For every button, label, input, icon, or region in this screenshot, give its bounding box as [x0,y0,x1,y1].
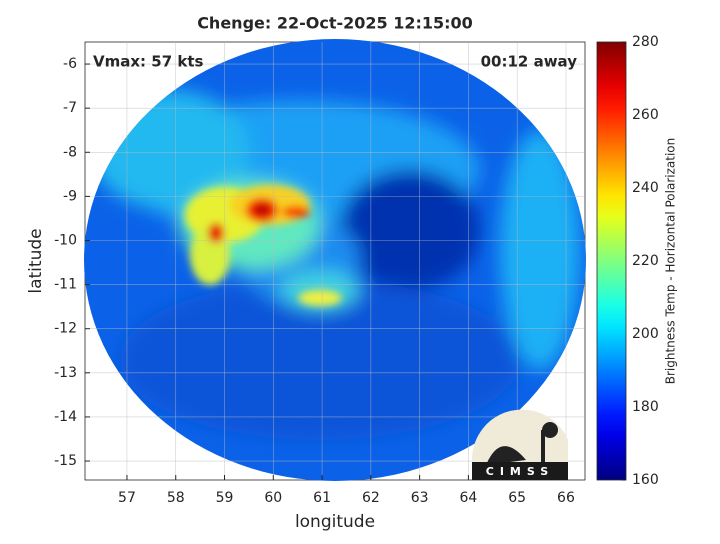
y-axis-label: latitude [26,228,46,293]
y-tick-label: -15 [54,453,77,469]
y-tick-label: -11 [54,277,77,293]
chart-title: Chenge: 22-Oct-2025 12:15:00 [197,14,473,33]
x-tick-label: 61 [313,490,331,506]
colorbar [596,41,627,481]
y-tick-label: -6 [63,56,77,72]
colorbar-tick-label: 220 [632,253,659,269]
y-tick-label: -12 [54,321,77,337]
x-axis-label: longitude [295,512,375,532]
colorbar-tick-label: 280 [632,34,659,50]
x-tick-label: 62 [362,490,380,506]
x-tick-label: 57 [118,490,136,506]
colorbar-tick-label: 180 [632,399,659,415]
colorbar-tick-label: 160 [632,472,659,488]
colorbar-tick-label: 240 [632,180,659,196]
satellite-image [84,39,586,481]
x-tick-label: 65 [508,490,526,506]
x-tick-label: 59 [216,490,234,506]
x-tick-label: 64 [460,490,478,506]
annotation: Vmax: 57 kts [93,53,203,71]
y-tick-label: -7 [63,100,77,116]
colorbar-tick-label: 200 [632,326,659,342]
x-tick-label: 66 [557,490,575,506]
y-tick-label: -10 [54,232,77,248]
y-tick-label: -14 [54,409,77,425]
colorbar-tick-label: 260 [632,107,659,123]
y-tick-label: -9 [63,188,77,204]
y-tick-label: -13 [54,365,77,381]
x-tick-label: 58 [167,490,185,506]
y-tick-label: -8 [63,144,77,160]
x-tick-label: 60 [264,490,282,506]
cimss-logo: CIMSS [471,409,568,480]
colorbar-label: Brightness Temp - Horizontal Polarizatio… [664,138,678,385]
logo-text: CIMSS [486,465,554,478]
x-tick-label: 63 [411,490,429,506]
annotation: 00:12 away [481,53,578,71]
